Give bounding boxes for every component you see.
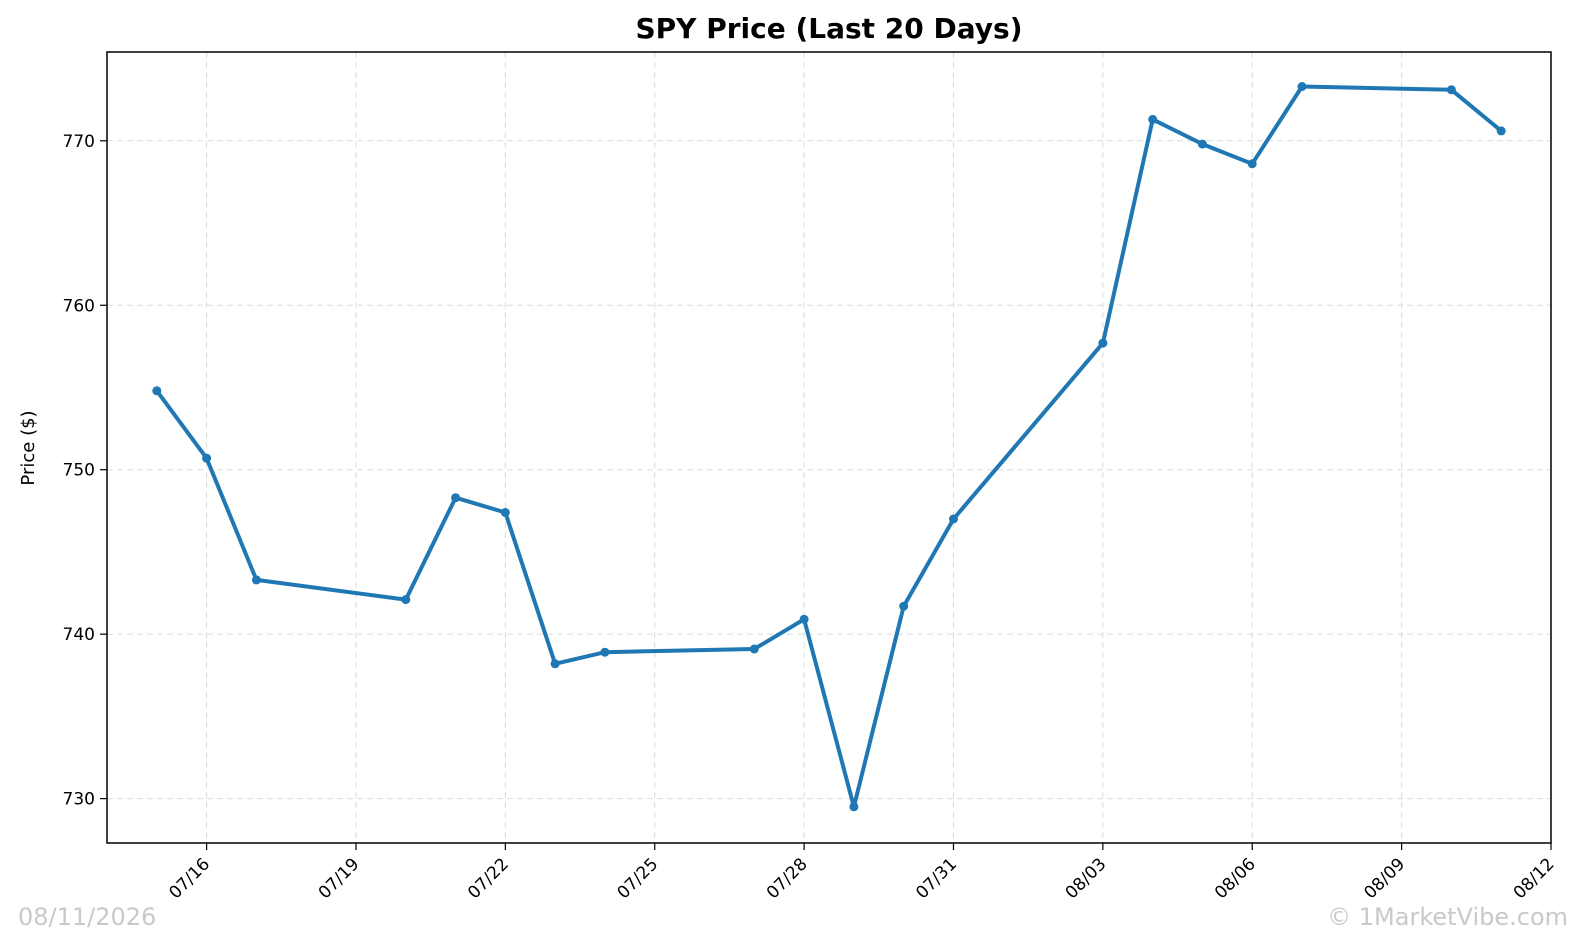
data-point: [749, 644, 759, 654]
y-tick-label: 770: [63, 132, 95, 152]
data-point: [600, 647, 610, 657]
series-layer: [152, 82, 1506, 812]
series-line: [154, 84, 1504, 809]
y-axis: 730 740 750 760 770: [63, 132, 107, 810]
date-stamp: 08/11/2026: [18, 903, 156, 931]
plot-area-frame: [106, 51, 1552, 844]
y-tick-label: 730: [63, 790, 95, 810]
data-point: [550, 659, 560, 669]
data-point: [849, 802, 859, 812]
data-point: [202, 453, 212, 463]
data-point: [949, 514, 958, 524]
data-point: [1446, 85, 1456, 95]
data-point: [1148, 114, 1158, 124]
data-point: [152, 386, 162, 396]
y-tick-label: 750: [63, 461, 95, 481]
y-tick-label: 760: [63, 296, 95, 316]
y-tick-label: 740: [63, 625, 95, 645]
data-point: [500, 508, 510, 517]
chart-title: SPY Price (Last 20 Days): [635, 12, 1022, 45]
data-point: [451, 493, 461, 503]
data-point: [1496, 126, 1506, 136]
y-axis-label: Price ($): [18, 410, 39, 485]
data-point: [1247, 159, 1257, 169]
copyright-watermark: © 1MarketVibe.com: [1327, 903, 1568, 931]
data-point: [899, 601, 909, 611]
grid: [107, 52, 1552, 843]
data-point: [401, 595, 411, 605]
data-point: [1197, 139, 1207, 149]
data-point: [1098, 338, 1108, 348]
data-point: [799, 614, 809, 624]
data-point: [251, 575, 261, 585]
data-point: [1297, 82, 1307, 91]
